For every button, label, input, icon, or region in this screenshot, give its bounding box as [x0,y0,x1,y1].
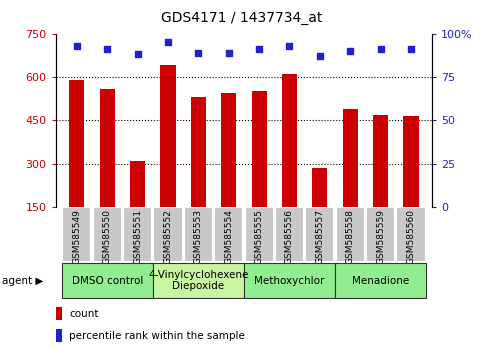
Point [134,52,142,57]
Bar [244,263,335,298]
Bar [214,207,243,262]
Text: GSM585554: GSM585554 [224,209,233,264]
Text: GSM585553: GSM585553 [194,209,203,264]
Point [285,43,293,48]
Bar [282,74,297,207]
Text: percentile rank within the sample: percentile rank within the sample [69,331,245,341]
Point [316,53,324,59]
Text: count: count [69,309,99,319]
Bar [397,207,426,262]
Text: GSM585558: GSM585558 [346,209,355,264]
Bar [335,263,426,298]
Bar [275,207,304,262]
Text: GSM585560: GSM585560 [407,209,415,264]
Text: Menadione: Menadione [352,275,409,286]
Bar [93,207,122,262]
Text: GSM585551: GSM585551 [133,209,142,264]
Point [225,50,233,56]
Bar [56,329,62,343]
Bar [221,93,236,207]
Bar [305,207,334,262]
Bar [99,88,115,207]
Point [73,43,81,48]
Text: GSM585555: GSM585555 [255,209,264,264]
Bar [123,207,152,262]
Point [407,46,415,52]
Bar [373,115,388,207]
Bar [336,207,365,262]
Bar [160,65,175,207]
Text: GSM585552: GSM585552 [163,209,172,264]
Bar [56,307,62,320]
Text: GSM585549: GSM585549 [72,209,81,264]
Text: GDS4171 / 1437734_at: GDS4171 / 1437734_at [161,11,322,25]
Text: DMSO control: DMSO control [71,275,143,286]
Bar [191,97,206,207]
Bar [62,263,153,298]
Point [103,46,111,52]
Bar [252,91,267,207]
Bar [366,207,395,262]
Point [377,46,384,52]
Bar [184,207,213,262]
Bar [130,161,145,207]
Text: agent ▶: agent ▶ [2,275,44,286]
Bar [154,207,183,262]
Point [255,46,263,52]
Text: GSM585556: GSM585556 [285,209,294,264]
Bar [153,263,244,298]
Point [164,40,172,45]
Text: GSM585557: GSM585557 [315,209,325,264]
Text: GSM585550: GSM585550 [103,209,112,264]
Text: 4-Vinylcyclohexene
Diepoxide: 4-Vinylcyclohexene Diepoxide [148,270,249,291]
Bar [313,168,327,207]
Text: Methoxychlor: Methoxychlor [255,275,325,286]
Point [195,50,202,56]
Point [346,48,354,54]
Text: GSM585559: GSM585559 [376,209,385,264]
Bar [342,109,358,207]
Bar [62,207,91,262]
Bar [403,116,419,207]
Bar [69,80,85,207]
Bar [244,207,274,262]
